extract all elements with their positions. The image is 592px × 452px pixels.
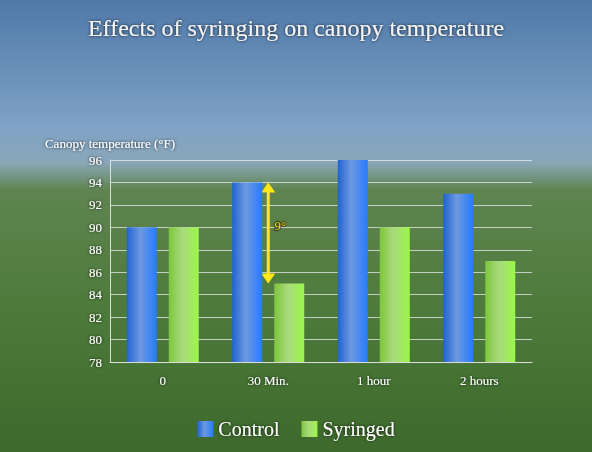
svg-text:Canopy temperature (°F): Canopy temperature (°F) [45,136,175,151]
svg-text:78: 78 [89,355,102,370]
svg-text:2 hours: 2 hours [460,373,499,388]
svg-text:9°: 9° [274,218,286,233]
svg-text:0: 0 [160,373,167,388]
svg-text:94: 94 [89,175,103,190]
svg-text:88: 88 [89,242,102,257]
svg-text:30 Min.: 30 Min. [248,373,289,388]
svg-text:82: 82 [89,310,102,325]
svg-text:86: 86 [89,265,103,280]
svg-text:Syringed: Syringed [322,418,394,441]
svg-text:Control: Control [218,418,280,440]
svg-text:92: 92 [89,197,102,212]
svg-text:96: 96 [89,153,103,168]
svg-text:80: 80 [89,332,102,347]
svg-text:84: 84 [89,287,103,302]
svg-text:Effects of syringing on canopy: Effects of syringing on canopy temperatu… [88,15,504,41]
svg-text:90: 90 [89,220,102,235]
svg-text:1 hour: 1 hour [357,373,391,388]
